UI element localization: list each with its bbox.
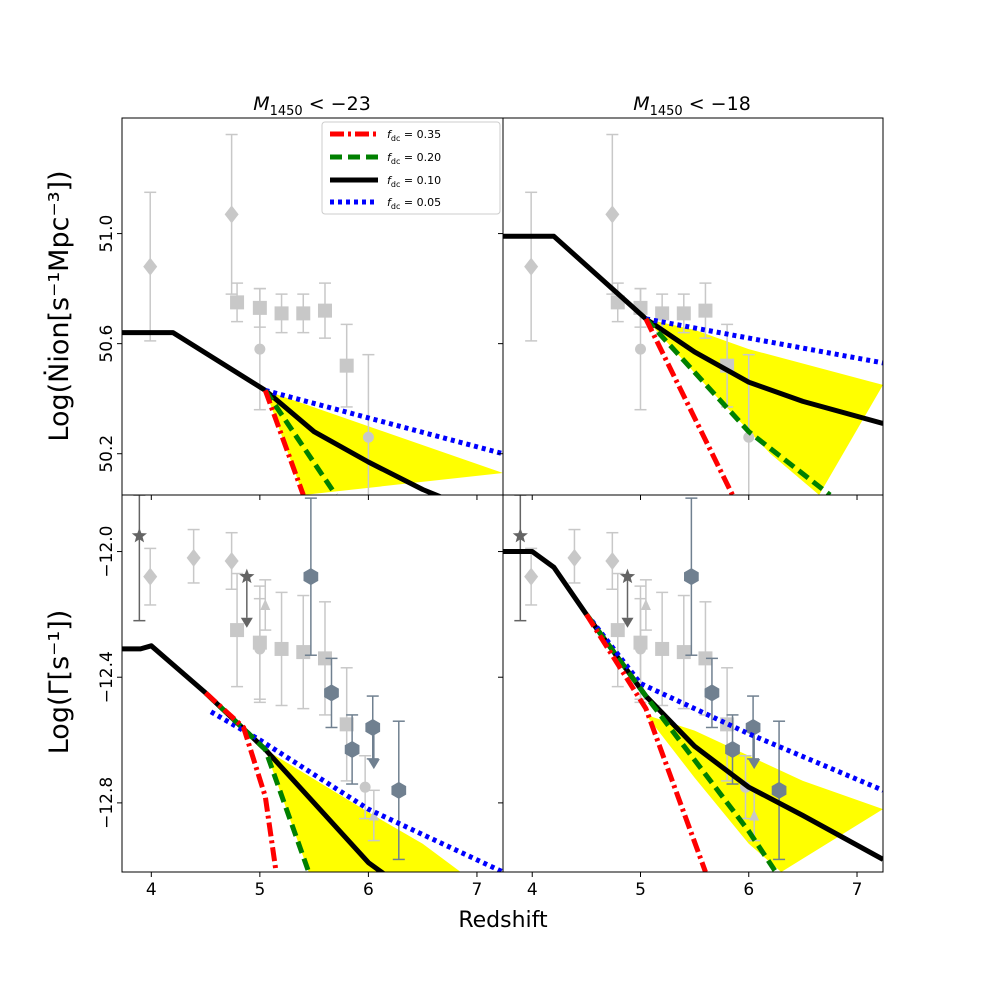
observation-square [296,594,311,710]
observation-diamond [224,531,239,590]
observation-square [698,282,713,339]
observation-star [512,495,528,622]
column-title-left: M1450 < −23 [253,93,371,119]
series-fdc-010 [503,233,883,426]
series-fdc-020 [584,612,778,872]
y-tick-label: −12.4 [97,651,117,703]
observation-square [610,572,625,688]
legend-label-fdc-020: fdc = 0.20 [387,151,441,166]
uncertainty-band [645,318,883,495]
series-fdc-010 [122,330,443,495]
observation-hexagon [303,497,319,656]
series-fdc-005 [645,316,883,366]
observation-triangle [639,579,652,631]
y-axis-label-bottom: Log(Γ[s⁻¹]) [44,610,75,755]
observation-diamond [605,531,620,590]
observation-hexagon [365,695,381,760]
panel-nion-m18 [498,117,884,500]
observation-hexagon [344,714,360,785]
legend-label-fdc-035: fdc = 0.35 [387,128,441,143]
observation-square [274,293,289,334]
observation-hexagon [684,497,699,656]
observation-circle [634,287,647,411]
observation-hexagon [745,695,761,760]
x-axis-label: Redshift [458,908,548,933]
x-tick-label: 5 [254,880,265,900]
observation-hexagon [324,657,339,729]
series-fdc-035 [643,317,735,495]
x-tick-label: 6 [743,880,754,900]
observation-hexagon [725,714,740,785]
y-tick-label: 50.6 [97,325,117,363]
legend-label-fdc-010: fdc = 0.10 [387,174,441,189]
observation-diamond [224,133,239,295]
observation-circle [253,597,266,704]
series-fdc-020 [644,317,832,495]
observation-hexagon [771,720,787,861]
uncertainty-band [265,390,503,495]
observation-triangle [367,789,380,842]
y-tick-label: −12.0 [97,525,117,577]
x-tick-label: 7 [472,880,483,900]
observation-arrowdown [621,576,634,628]
observation-hexagon [704,657,720,729]
observation-diamond [143,547,158,606]
observation-square [317,282,332,339]
y-axis-label-top: Log(Ṅion[s⁻¹Mpc⁻³]) [43,170,75,441]
series-fdc-035 [262,389,306,495]
observation-square [676,594,691,710]
panel-gamma-m23: −12.8 −12.4 −12.0 4 5 6 7 [97,494,504,900]
series-fdc-005 [209,709,503,872]
observation-square [274,591,289,707]
observation-arrowdown [367,727,380,770]
observation-arrowdown [748,727,761,770]
observation-hexagon [391,720,407,861]
column-title-right: M1450 < −18 [633,93,751,119]
observation-star [131,495,147,622]
series-fdc-005 [264,387,503,457]
observation-diamond [143,191,158,342]
y-tick-label: 50.2 [97,435,117,473]
y-tick-label: 51.0 [97,215,117,253]
series-fdc-005 [589,619,883,793]
observation-star [239,568,255,584]
observation-square [339,667,354,782]
observation-triangle [259,579,272,631]
panel-gamma-m18: 4 5 6 7 [498,494,884,900]
observation-square [296,293,311,334]
observation-square [655,591,670,707]
observation-arrowdown [240,576,253,628]
observation-star [619,568,636,584]
x-tick-label: 6 [363,880,374,900]
observation-diamond [186,528,201,584]
x-tick-label: 5 [635,880,646,900]
x-tick-label: 4 [146,880,157,900]
legend-label-fdc-005: fdc = 0.05 [387,196,441,211]
observation-square [339,323,354,408]
y-tick-label: −12.8 [97,777,117,829]
observation-square [230,282,245,323]
series-fdc-035 [203,691,279,872]
series-fdc-020 [263,389,338,495]
series-fdc-035 [584,613,708,872]
observation-diamond [524,547,539,606]
panel-frame [502,494,884,873]
legend: fdc = 0.35 fdc = 0.20 fdc = 0.10 fdc = 0… [321,121,501,215]
observation-diamond [605,133,620,295]
observation-diamond [567,528,582,584]
uncertainty-band [265,749,461,872]
observation-diamond [524,191,539,342]
x-tick-label: 7 [852,880,863,900]
observation-square [230,572,245,688]
x-tick-label: 4 [527,880,538,900]
observation-square [676,293,691,334]
